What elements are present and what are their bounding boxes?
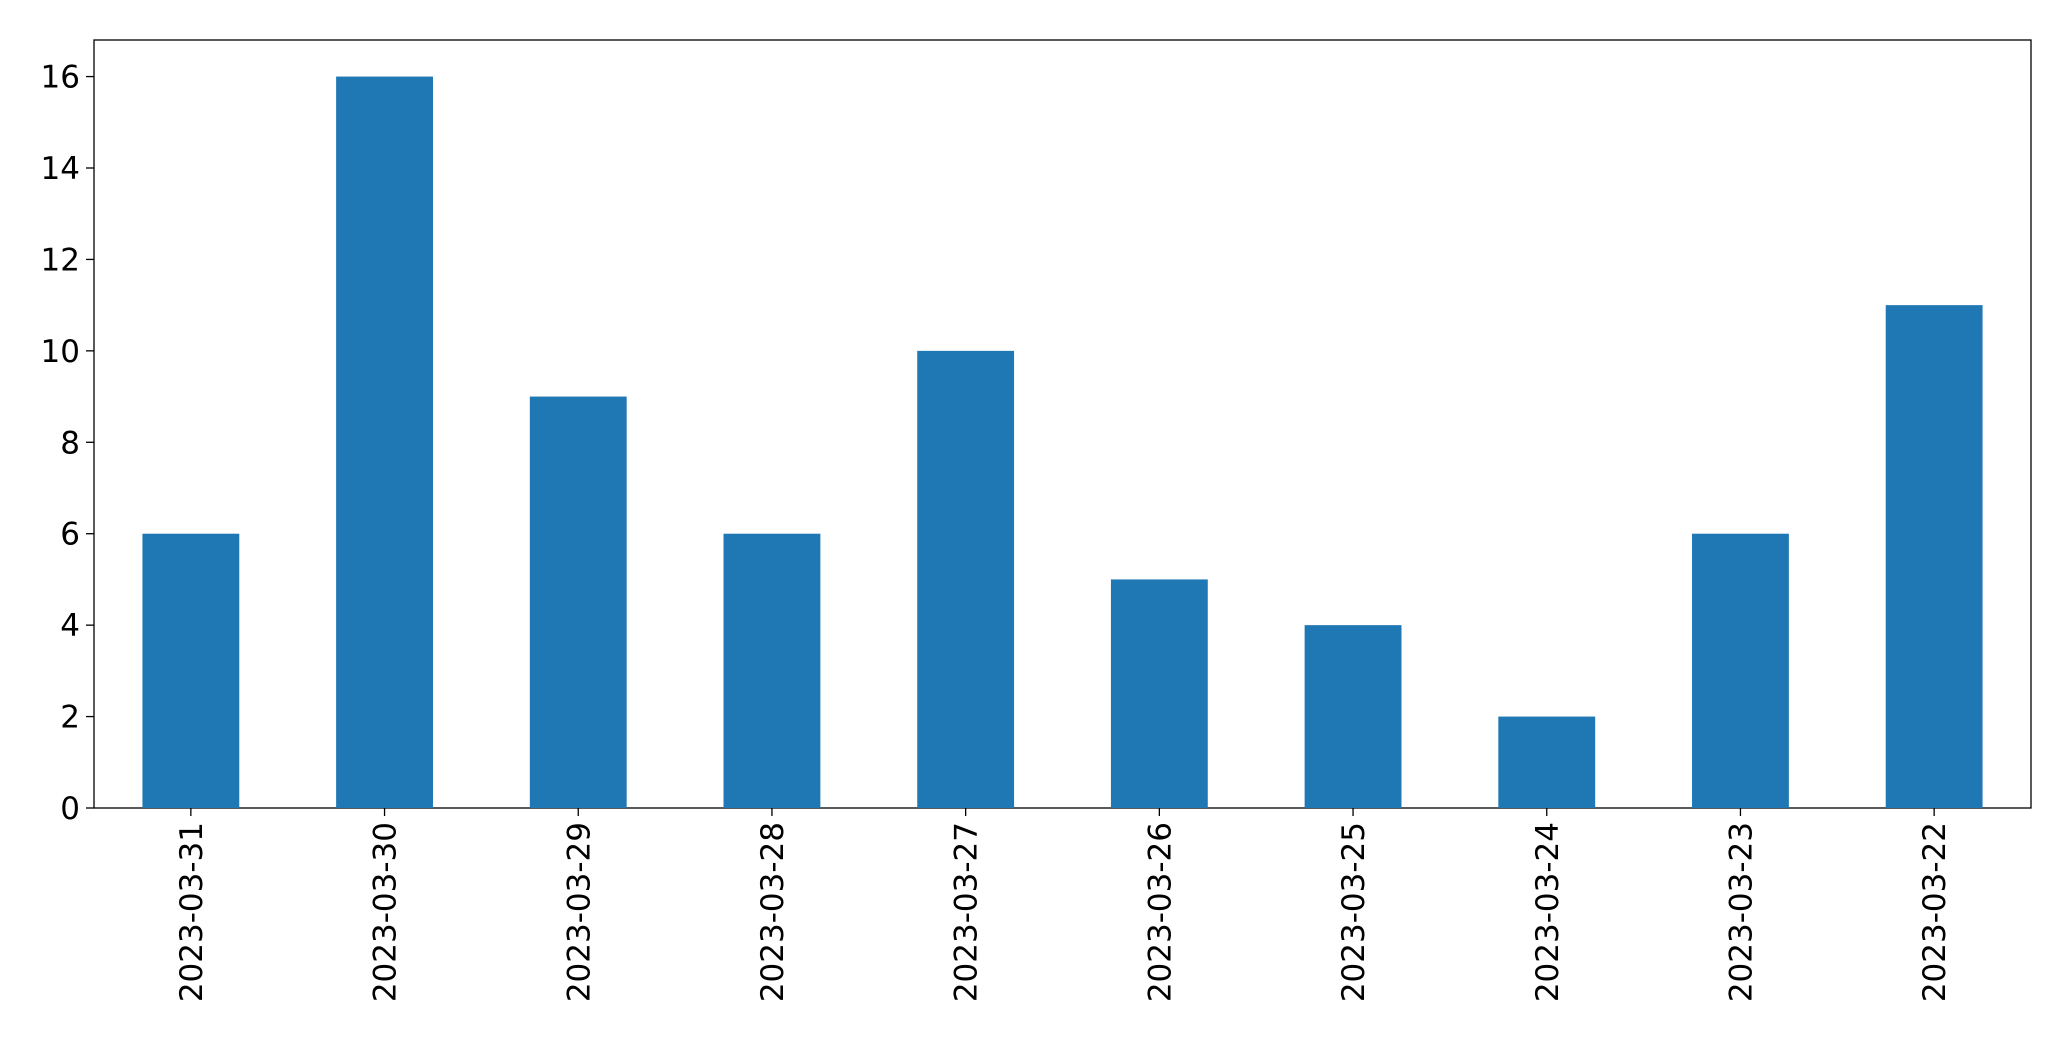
y-tick-label: 12	[41, 242, 80, 278]
x-tick-label: 2023-03-27	[949, 822, 985, 1002]
bar	[529, 396, 627, 808]
y-tick-label: 8	[60, 425, 80, 461]
bar	[1110, 579, 1208, 808]
bar	[1304, 625, 1402, 808]
bar	[1692, 533, 1789, 808]
bar	[142, 533, 240, 808]
plot-frame	[93, 39, 2032, 809]
x-tick-label: 2023-03-31	[174, 822, 210, 1002]
y-tick-label: 16	[41, 60, 80, 96]
x-tick-label: 2023-03-30	[368, 822, 404, 1002]
x-tick-label: 2023-03-24	[1530, 822, 1566, 1002]
x-tick-label: 2023-03-26	[1142, 822, 1178, 1002]
y-tick-label: 14	[41, 151, 80, 187]
x-tick-label: 2023-03-28	[755, 822, 791, 1002]
bar	[336, 76, 433, 809]
bar	[723, 533, 821, 808]
x-tick-label: 2023-03-23	[1723, 822, 1759, 1002]
x-tick-label: 2023-03-22	[1917, 822, 1953, 1002]
y-tick-label: 4	[60, 608, 80, 644]
x-tick-label: 2023-03-29	[561, 822, 597, 1002]
y-tick-label: 6	[60, 517, 80, 553]
y-tick-label: 0	[60, 791, 80, 827]
bar	[917, 350, 1015, 808]
bar	[1885, 305, 1983, 808]
y-tick-label: 10	[41, 334, 80, 370]
bar	[1498, 716, 1596, 808]
y-tick-label: 2	[60, 700, 80, 736]
x-tick-label: 2023-03-25	[1336, 822, 1372, 1002]
